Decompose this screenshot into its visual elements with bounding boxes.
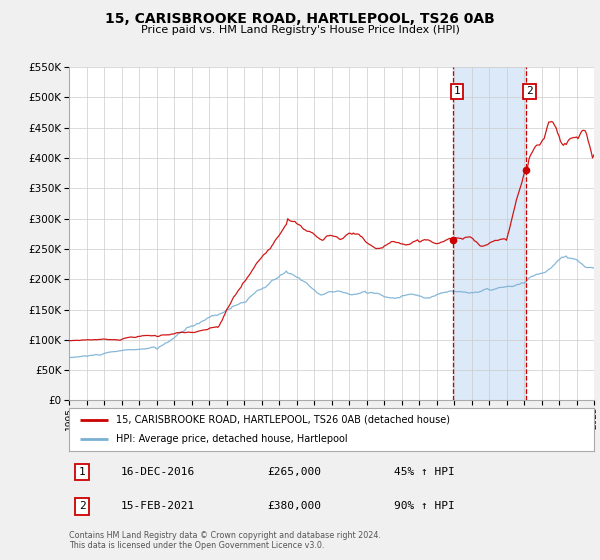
Text: 1: 1 [79, 467, 86, 477]
Text: 15, CARISBROOKE ROAD, HARTLEPOOL, TS26 0AB (detached house): 15, CARISBROOKE ROAD, HARTLEPOOL, TS26 0… [116, 415, 450, 424]
Text: HPI: Average price, detached house, Hartlepool: HPI: Average price, detached house, Hart… [116, 434, 348, 444]
Text: 45% ↑ HPI: 45% ↑ HPI [395, 467, 455, 477]
Text: 16-DEC-2016: 16-DEC-2016 [121, 467, 196, 477]
Text: Contains HM Land Registry data © Crown copyright and database right 2024.
This d: Contains HM Land Registry data © Crown c… [69, 530, 381, 550]
Text: Price paid vs. HM Land Registry's House Price Index (HPI): Price paid vs. HM Land Registry's House … [140, 25, 460, 35]
Text: £380,000: £380,000 [268, 501, 322, 511]
Text: 1: 1 [454, 86, 460, 96]
Text: 2: 2 [526, 86, 533, 96]
Text: 90% ↑ HPI: 90% ↑ HPI [395, 501, 455, 511]
Text: 15-FEB-2021: 15-FEB-2021 [121, 501, 196, 511]
Text: £265,000: £265,000 [268, 467, 322, 477]
Text: 2: 2 [79, 501, 86, 511]
Text: 15, CARISBROOKE ROAD, HARTLEPOOL, TS26 0AB: 15, CARISBROOKE ROAD, HARTLEPOOL, TS26 0… [105, 12, 495, 26]
Bar [454, 67, 526, 400]
